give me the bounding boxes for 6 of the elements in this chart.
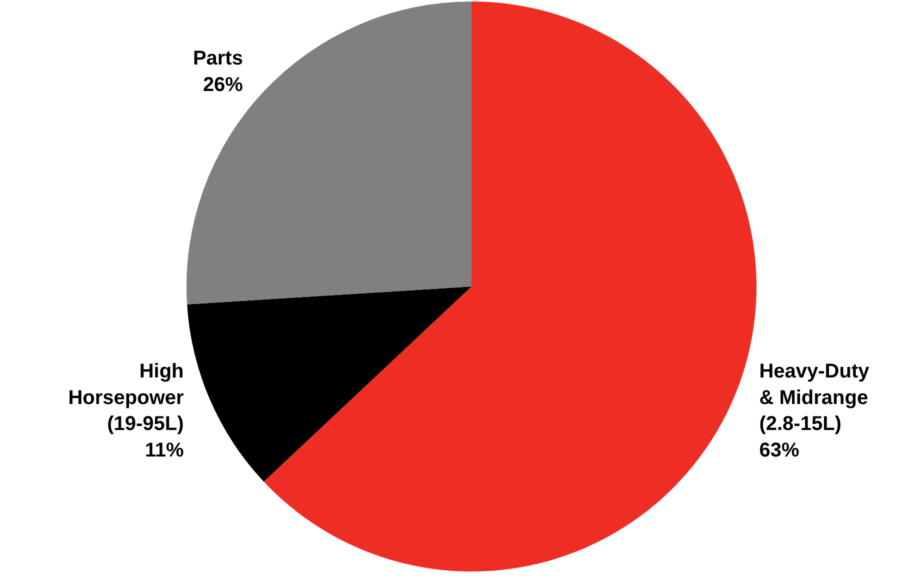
slice-label: Heavy-Duty & Midrange (2.8-15L) xyxy=(759,360,870,436)
slice-label: High Horsepower (19-95L) xyxy=(68,360,184,436)
data-label: 11% xyxy=(144,440,184,462)
data-label: 63% xyxy=(759,440,800,462)
slice-label: Parts xyxy=(192,48,243,70)
data-label: 26% xyxy=(202,74,244,96)
